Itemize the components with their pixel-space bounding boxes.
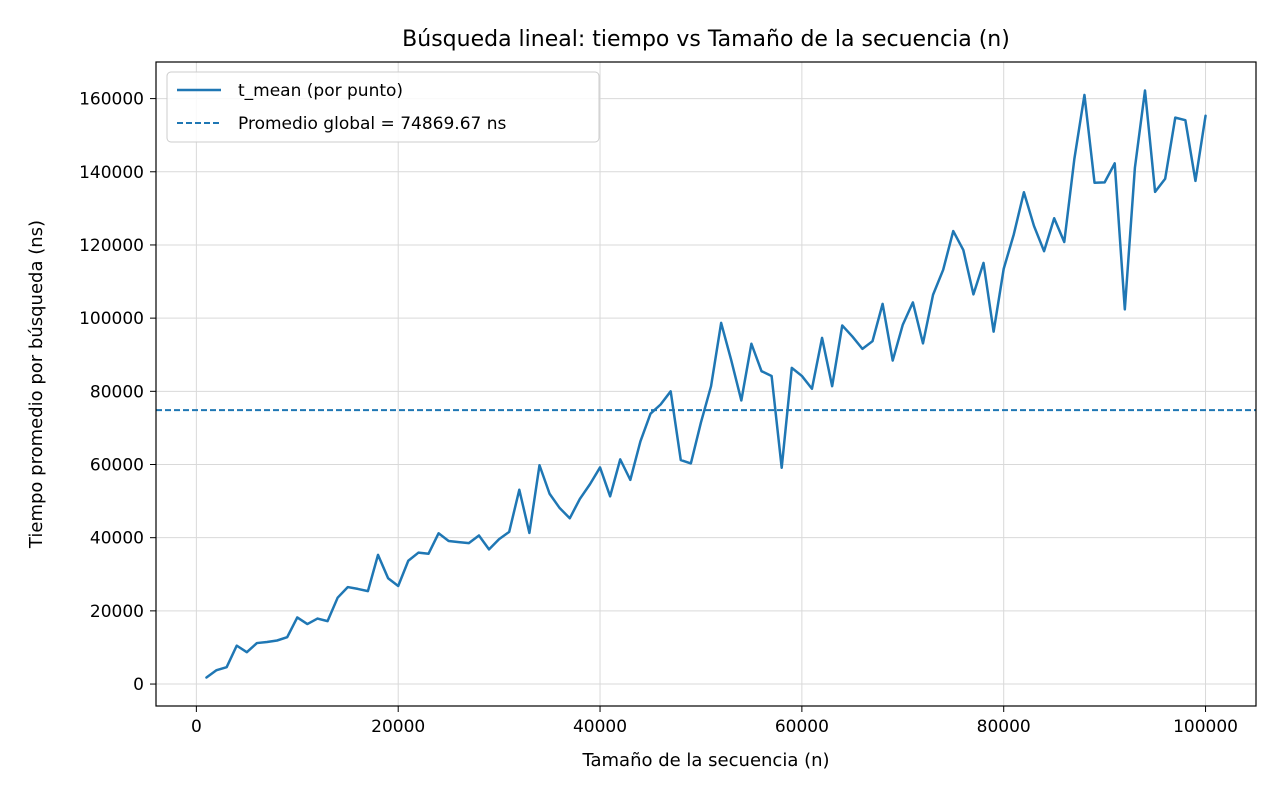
legend-label-mean: Promedio global = 74869.67 ns [238, 114, 506, 134]
x-tick-label: 80000 [977, 717, 1031, 737]
x-tick-label: 100000 [1173, 717, 1238, 737]
y-axis-ticks: 0 20000 40000 60000 80000 100000 120000 140000 1… [79, 90, 156, 695]
y-tick-label: 40000 [90, 529, 144, 549]
legend-label-series: t_mean (por punto) [238, 81, 403, 101]
y-tick-label: 0 [133, 675, 144, 695]
y-axis-label: Tiempo promedio por búsqueda (ns) [26, 220, 47, 549]
x-axis-ticks: 0 20000 40000 60000 80000 100000 [191, 706, 1238, 737]
x-axis-label: Tamaño de la secuencia (n) [581, 750, 829, 771]
x-tick-label: 60000 [775, 717, 829, 737]
y-tick-label: 60000 [90, 456, 144, 476]
plot-frame [155, 61, 1257, 707]
y-tick-label: 140000 [79, 163, 144, 183]
y-tick-label: 20000 [90, 602, 144, 622]
x-tick-label: 40000 [573, 717, 627, 737]
x-tick-label: 20000 [371, 717, 425, 737]
x-tick-label: 0 [191, 717, 202, 737]
series-line-t-mean [205, 89, 1207, 679]
chart-title: Búsqueda lineal: tiempo vs Tamaño de la … [402, 27, 1010, 52]
legend-box [166, 71, 600, 143]
y-tick-label: 120000 [79, 236, 144, 256]
data-layer [156, 89, 1256, 679]
y-tick-label: 100000 [79, 309, 144, 329]
y-tick-label: 80000 [90, 382, 144, 402]
y-tick-label: 160000 [79, 90, 144, 110]
legend: t_mean (por punto) Promedio global = 748… [166, 71, 600, 143]
